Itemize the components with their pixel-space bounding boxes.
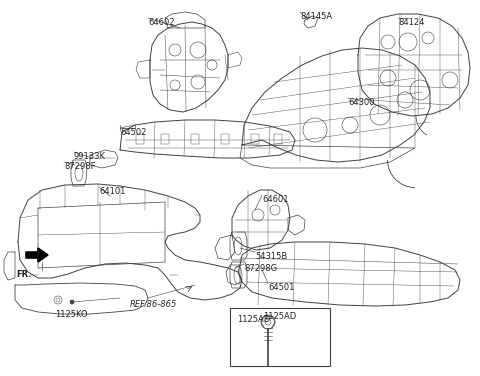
Text: REF.86-865: REF.86-865 <box>130 300 178 309</box>
Bar <box>274 134 282 144</box>
Text: 64602: 64602 <box>148 18 175 27</box>
Text: 64601: 64601 <box>262 195 288 204</box>
Text: 1125AD: 1125AD <box>264 312 297 321</box>
Circle shape <box>70 300 74 304</box>
Bar <box>251 134 259 144</box>
Text: 84145A: 84145A <box>300 12 332 21</box>
Text: 54315B: 54315B <box>255 252 287 261</box>
Text: 1125KO: 1125KO <box>55 310 88 319</box>
Bar <box>161 134 169 144</box>
Text: 99133K: 99133K <box>74 152 106 161</box>
Text: FR.: FR. <box>16 270 32 279</box>
Bar <box>191 134 199 144</box>
Text: 64501: 64501 <box>268 283 294 292</box>
Text: 64101: 64101 <box>99 187 125 196</box>
Text: 87298F: 87298F <box>64 162 96 171</box>
Text: 1125AD: 1125AD <box>237 315 270 324</box>
Text: 87298G: 87298G <box>244 264 277 273</box>
Text: 84124: 84124 <box>398 18 424 27</box>
Text: 64502: 64502 <box>120 128 146 137</box>
Bar <box>221 134 229 144</box>
Text: 64300: 64300 <box>348 98 374 107</box>
Bar <box>230 308 330 366</box>
Bar <box>136 134 144 144</box>
Polygon shape <box>26 248 48 262</box>
